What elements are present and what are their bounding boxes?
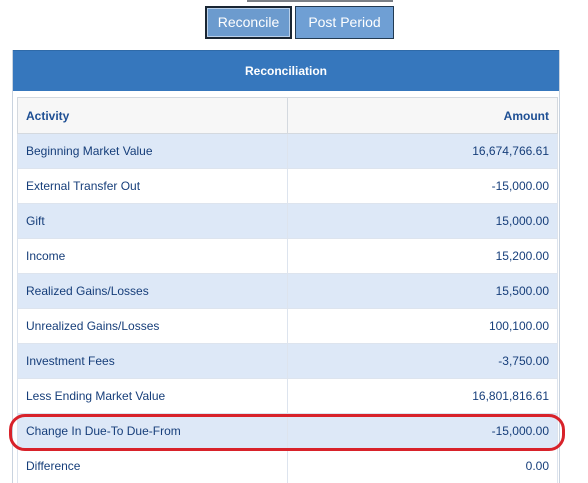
table-row[interactable]: Gift 15,000.00 xyxy=(17,203,558,239)
amount-cell: 16,674,766.61 xyxy=(287,133,558,169)
column-header-activity[interactable]: Activity xyxy=(17,97,288,134)
activity-cell: External Transfer Out xyxy=(17,168,288,204)
post-period-button[interactable]: Post Period xyxy=(295,6,394,39)
panel-body: Activity Amount Beginning Market Value 1… xyxy=(13,91,559,483)
table-row[interactable]: Less Ending Market Value 16,801,816.61 xyxy=(17,378,558,414)
table-row[interactable]: Difference 0.00 xyxy=(17,448,558,483)
amount-cell: -15,000.00 xyxy=(287,413,558,449)
activity-cell: Unrealized Gains/Losses xyxy=(17,308,288,344)
table-row[interactable]: Income 15,200.00 xyxy=(17,238,558,274)
activity-cell: Change In Due-To Due-From xyxy=(17,413,288,449)
reconciliation-table: Activity Amount Beginning Market Value 1… xyxy=(17,97,558,483)
table-header-row: Activity Amount xyxy=(17,97,558,134)
activity-cell: Realized Gains/Losses xyxy=(17,273,288,309)
reconciliation-panel: Reconciliation Activity Amount Beginning… xyxy=(12,50,560,483)
amount-cell: 100,100.00 xyxy=(287,308,558,344)
amount-cell: 15,500.00 xyxy=(287,273,558,309)
activity-cell: Difference xyxy=(17,448,288,483)
table-row[interactable]: Investment Fees -3,750.00 xyxy=(17,343,558,379)
table-row[interactable]: Beginning Market Value 16,674,766.61 xyxy=(17,133,558,169)
panel-title: Reconciliation xyxy=(13,50,559,91)
activity-cell: Investment Fees xyxy=(17,343,288,379)
amount-cell: 16,801,816.61 xyxy=(287,378,558,414)
table-row[interactable]: Realized Gains/Losses 15,500.00 xyxy=(17,273,558,309)
table-row[interactable]: External Transfer Out -15,000.00 xyxy=(17,168,558,204)
amount-cell: 15,000.00 xyxy=(287,203,558,239)
activity-cell: Beginning Market Value xyxy=(17,133,288,169)
amount-cell: 15,200.00 xyxy=(287,238,558,274)
activity-cell: Gift xyxy=(17,203,288,239)
column-header-amount[interactable]: Amount xyxy=(287,97,558,134)
table-row-highlighted[interactable]: Change In Due-To Due-From -15,000.00 xyxy=(17,413,558,449)
top-divider xyxy=(247,0,393,2)
activity-cell: Income xyxy=(17,238,288,274)
reconcile-button[interactable]: Reconcile xyxy=(205,6,292,39)
activity-cell: Less Ending Market Value xyxy=(17,378,288,414)
amount-cell: -3,750.00 xyxy=(287,343,558,379)
table-row[interactable]: Unrealized Gains/Losses 100,100.00 xyxy=(17,308,558,344)
amount-cell: 0.00 xyxy=(287,448,558,483)
amount-cell: -15,000.00 xyxy=(287,168,558,204)
